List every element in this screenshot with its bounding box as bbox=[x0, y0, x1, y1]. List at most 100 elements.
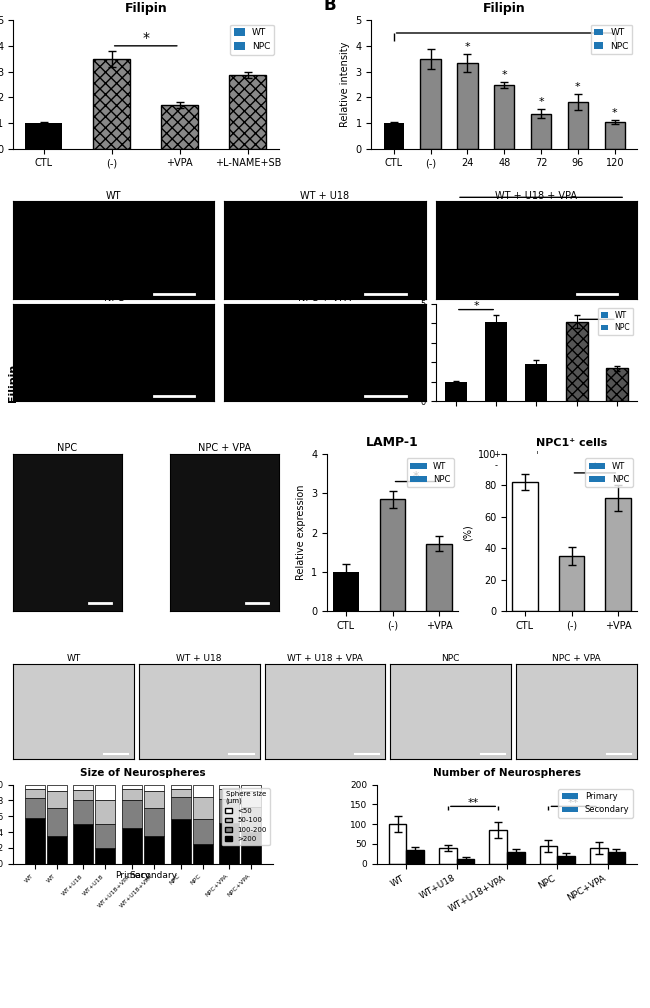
Bar bbox=[144, 836, 164, 864]
Bar bbox=[406, 850, 424, 864]
Bar bbox=[25, 817, 45, 864]
Bar bbox=[494, 85, 514, 148]
Bar bbox=[380, 499, 406, 611]
Bar bbox=[144, 808, 164, 836]
Bar bbox=[122, 784, 142, 788]
Bar bbox=[95, 784, 115, 800]
Title: NPC: NPC bbox=[441, 654, 460, 663]
Legend: WT, NPC: WT, NPC bbox=[591, 24, 632, 54]
Text: *: * bbox=[142, 30, 150, 44]
Text: B: B bbox=[324, 0, 336, 14]
Title: NPC + VPA: NPC + VPA bbox=[298, 293, 352, 303]
Bar bbox=[25, 123, 62, 148]
Bar bbox=[47, 836, 66, 864]
Bar bbox=[608, 852, 625, 864]
Bar bbox=[241, 791, 261, 806]
Text: -: - bbox=[454, 462, 458, 471]
Bar bbox=[47, 808, 66, 836]
Text: +VPA (1mM): +VPA (1mM) bbox=[495, 245, 551, 254]
Bar bbox=[457, 62, 478, 148]
Bar bbox=[95, 848, 115, 864]
Text: VPA :: VPA : bbox=[402, 473, 424, 482]
Bar bbox=[439, 848, 457, 864]
Bar bbox=[605, 498, 631, 611]
Bar bbox=[485, 323, 507, 401]
Bar bbox=[171, 784, 191, 789]
Y-axis label: (%): (%) bbox=[462, 524, 473, 541]
Y-axis label: Relative expression: Relative expression bbox=[296, 485, 306, 581]
Title: Filipin: Filipin bbox=[483, 2, 526, 15]
Bar bbox=[241, 784, 261, 791]
Bar bbox=[604, 122, 625, 148]
Text: -: - bbox=[495, 462, 498, 471]
Title: WT: WT bbox=[106, 191, 122, 201]
Bar bbox=[557, 856, 575, 864]
Y-axis label: Relative intensity: Relative intensity bbox=[406, 316, 415, 389]
Bar bbox=[122, 829, 142, 864]
Text: -: - bbox=[575, 450, 578, 459]
Bar bbox=[457, 859, 474, 864]
Bar bbox=[512, 482, 538, 611]
Bar bbox=[25, 798, 45, 817]
Legend: WT, NPC: WT, NPC bbox=[230, 24, 274, 54]
Text: *: * bbox=[413, 470, 419, 483]
Text: -: - bbox=[575, 462, 578, 471]
Bar bbox=[73, 784, 94, 790]
Text: *: * bbox=[575, 83, 580, 93]
Bar bbox=[384, 123, 404, 148]
Text: U18 :: U18 : bbox=[402, 462, 424, 471]
Text: +: + bbox=[493, 450, 500, 459]
Bar bbox=[73, 790, 94, 800]
Text: *: * bbox=[592, 462, 598, 475]
Title: Number of Neurospheres: Number of Neurospheres bbox=[433, 768, 581, 778]
Bar bbox=[241, 832, 261, 864]
Text: *: * bbox=[538, 98, 544, 108]
Title: WT + U18: WT + U18 bbox=[177, 654, 222, 663]
Bar bbox=[192, 784, 213, 796]
Text: *: * bbox=[465, 41, 470, 51]
Bar bbox=[192, 844, 213, 864]
Text: -: - bbox=[454, 450, 458, 459]
Title: WT + U18: WT + U18 bbox=[300, 191, 350, 201]
Bar bbox=[220, 789, 239, 799]
Bar bbox=[171, 820, 191, 864]
Bar bbox=[540, 846, 557, 864]
Bar bbox=[144, 784, 164, 791]
Bar bbox=[489, 830, 507, 864]
Legend: WT, NPC: WT, NPC bbox=[586, 459, 633, 487]
Bar bbox=[161, 106, 198, 148]
Text: -: - bbox=[616, 450, 618, 459]
Bar bbox=[25, 788, 45, 798]
Text: Filipin: Filipin bbox=[8, 364, 18, 402]
Bar bbox=[590, 848, 608, 864]
Bar bbox=[122, 788, 142, 800]
Text: *: * bbox=[473, 300, 479, 310]
Legend: <50, 50-100, 100-200, >200: <50, 50-100, 100-200, >200 bbox=[222, 788, 270, 845]
Title: NPC: NPC bbox=[103, 293, 124, 303]
Text: **: ** bbox=[467, 797, 478, 807]
Text: *: * bbox=[501, 70, 507, 80]
Title: Filipin: Filipin bbox=[124, 2, 167, 15]
Bar bbox=[568, 102, 588, 148]
Bar bbox=[25, 784, 45, 788]
Bar bbox=[144, 791, 164, 808]
Bar bbox=[171, 789, 191, 797]
Text: +: + bbox=[614, 462, 620, 471]
Bar bbox=[171, 797, 191, 820]
Bar bbox=[445, 382, 467, 401]
Bar bbox=[426, 543, 452, 611]
Bar bbox=[73, 825, 94, 864]
Bar bbox=[47, 791, 66, 808]
Title: Filipin: Filipin bbox=[517, 287, 556, 297]
Title: WT + U18 + VPA: WT + U18 + VPA bbox=[287, 654, 363, 663]
Bar bbox=[559, 556, 584, 611]
Text: +: + bbox=[533, 462, 540, 471]
Legend: WT, NPC: WT, NPC bbox=[406, 459, 454, 487]
Legend: WT, NPC: WT, NPC bbox=[598, 307, 633, 336]
Title: LAMP-1: LAMP-1 bbox=[366, 435, 419, 449]
Legend: Primary, Secondary: Primary, Secondary bbox=[558, 789, 633, 817]
Bar bbox=[606, 369, 628, 401]
Text: Secondary: Secondary bbox=[130, 871, 178, 880]
Bar bbox=[220, 823, 239, 864]
Bar bbox=[47, 784, 66, 791]
